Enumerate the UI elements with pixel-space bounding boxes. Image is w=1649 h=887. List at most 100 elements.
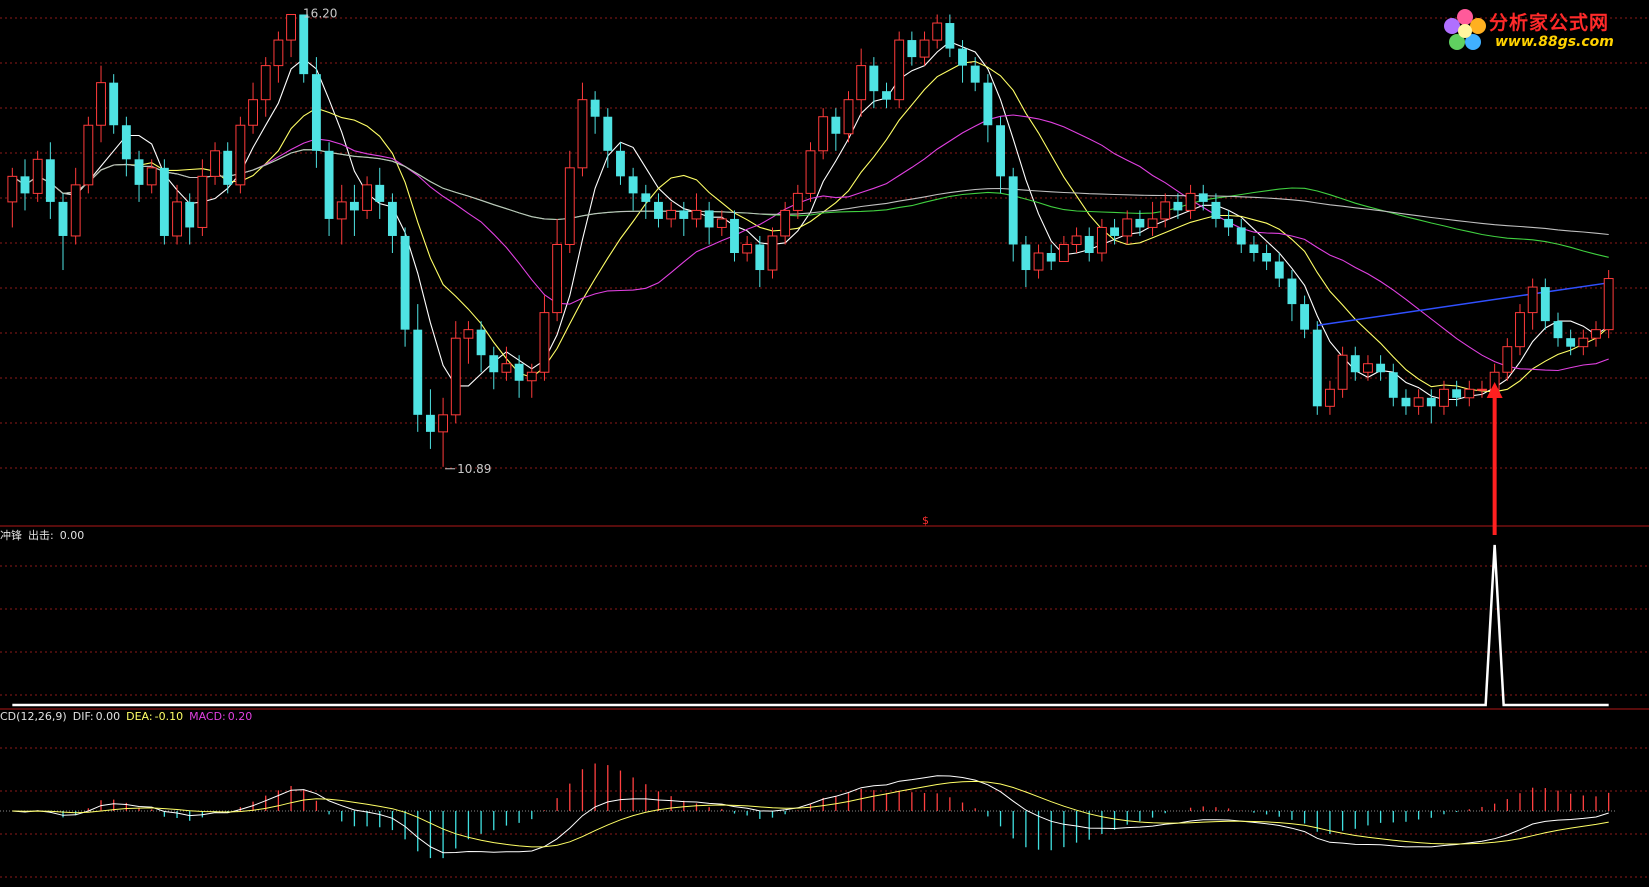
candle-body	[1603, 278, 1614, 331]
candle-body	[1350, 355, 1360, 373]
candle-body	[616, 150, 625, 177]
candle-body	[1008, 176, 1018, 245]
candle-body	[1236, 227, 1246, 245]
candle-body	[1147, 218, 1158, 228]
ma5-line	[11, 41, 1610, 401]
candle-body	[83, 124, 94, 186]
macd-panel	[0, 763, 1615, 859]
candle-body	[1464, 388, 1475, 399]
candle-body	[628, 176, 638, 194]
candle-body	[907, 40, 917, 58]
candle-body	[654, 201, 663, 219]
candle-body	[96, 82, 106, 126]
candle-body	[1401, 397, 1411, 407]
ma120-line	[11, 149, 1609, 236]
dif-line	[12, 775, 1609, 854]
candle-body	[1591, 329, 1601, 339]
divider-marker: $	[922, 514, 929, 527]
site-logo[interactable]: 分析家公式网 www.88gs.com	[1439, 4, 1639, 58]
candle-body	[146, 167, 157, 186]
candle-body	[869, 65, 879, 92]
candle-body	[894, 39, 905, 101]
candle-body	[1477, 388, 1487, 391]
candle-body	[1135, 218, 1145, 228]
candle-body	[1527, 286, 1538, 314]
candle-body	[1388, 372, 1398, 398]
candle-body	[463, 329, 474, 339]
price-high-label: 16.20	[303, 7, 337, 21]
candle-body	[362, 184, 373, 211]
candle-body	[159, 167, 169, 236]
dif-label: DIF:	[72, 710, 94, 723]
candle-body	[70, 184, 81, 237]
candle-body	[1566, 338, 1576, 347]
candle-body	[185, 201, 195, 228]
candle-body	[7, 175, 18, 203]
macd-legend: CD(12,26,9) DIF: 0.00 DEA: -0.10 MACD: 0.20	[0, 710, 258, 723]
candle-body	[552, 243, 563, 314]
candle-body	[210, 150, 220, 177]
candle-body	[603, 116, 613, 151]
candle-body	[1185, 192, 1196, 211]
dea-value: -0.10	[154, 710, 184, 723]
candle-body	[1160, 201, 1171, 220]
logo-url: www.88gs.com	[1495, 34, 1614, 50]
candle-body	[564, 167, 575, 245]
candle-body	[1110, 227, 1119, 236]
candle-body	[1274, 261, 1284, 279]
candle-body	[387, 201, 397, 236]
candle-body	[349, 201, 359, 211]
candle-body	[400, 235, 410, 330]
candle-body	[223, 150, 233, 185]
candle-body	[1376, 363, 1386, 373]
indicator1-legend: 冲锋 出击: 0.00	[0, 527, 90, 543]
candle-body	[539, 312, 550, 373]
indicator1-field-label: 出击:	[28, 529, 54, 542]
logo-title: 分析家公式网	[1489, 12, 1610, 34]
candle-body	[526, 371, 537, 382]
candle-body	[58, 201, 68, 236]
candle-body	[679, 210, 689, 219]
candle-body	[1262, 253, 1272, 262]
candle-body	[818, 116, 829, 152]
candle-body	[1502, 346, 1513, 373]
candle-body	[1426, 397, 1436, 407]
candle-body	[983, 82, 993, 126]
candle-body	[501, 363, 512, 373]
candle-body	[1363, 363, 1373, 373]
candle-body	[299, 14, 309, 75]
candle-body	[1540, 287, 1550, 322]
candle-body	[666, 209, 677, 220]
candle-body	[970, 65, 980, 83]
candle-body	[336, 201, 347, 220]
candle-body	[324, 150, 334, 219]
candle-body	[109, 82, 119, 126]
candle-body	[1122, 218, 1133, 237]
candle-body	[996, 125, 1005, 177]
candle-body	[438, 414, 449, 433]
candle-body	[577, 99, 588, 169]
candle-body	[248, 99, 258, 126]
candle-body	[755, 244, 765, 271]
macd-value: 0.20	[227, 710, 253, 723]
candle-body	[1515, 312, 1525, 348]
signal-line	[12, 544, 1609, 707]
candle-body	[1071, 235, 1082, 245]
candle-body	[450, 337, 461, 416]
indicator1-name: 冲锋	[0, 529, 22, 542]
candle-body	[1096, 226, 1107, 254]
candle-body	[590, 99, 600, 117]
signal-panel	[12, 382, 1609, 707]
candle-body	[958, 48, 967, 66]
candle-body	[1452, 389, 1462, 398]
candle-body	[1439, 388, 1449, 407]
moving-average-lines	[11, 41, 1610, 401]
candlesticks	[7, 14, 1614, 470]
candle-body	[691, 209, 702, 220]
candle-body	[641, 193, 651, 202]
candle-body	[375, 184, 385, 202]
trend-line	[1317, 282, 1609, 327]
candle-body	[286, 14, 296, 41]
candle-body	[1300, 304, 1310, 330]
